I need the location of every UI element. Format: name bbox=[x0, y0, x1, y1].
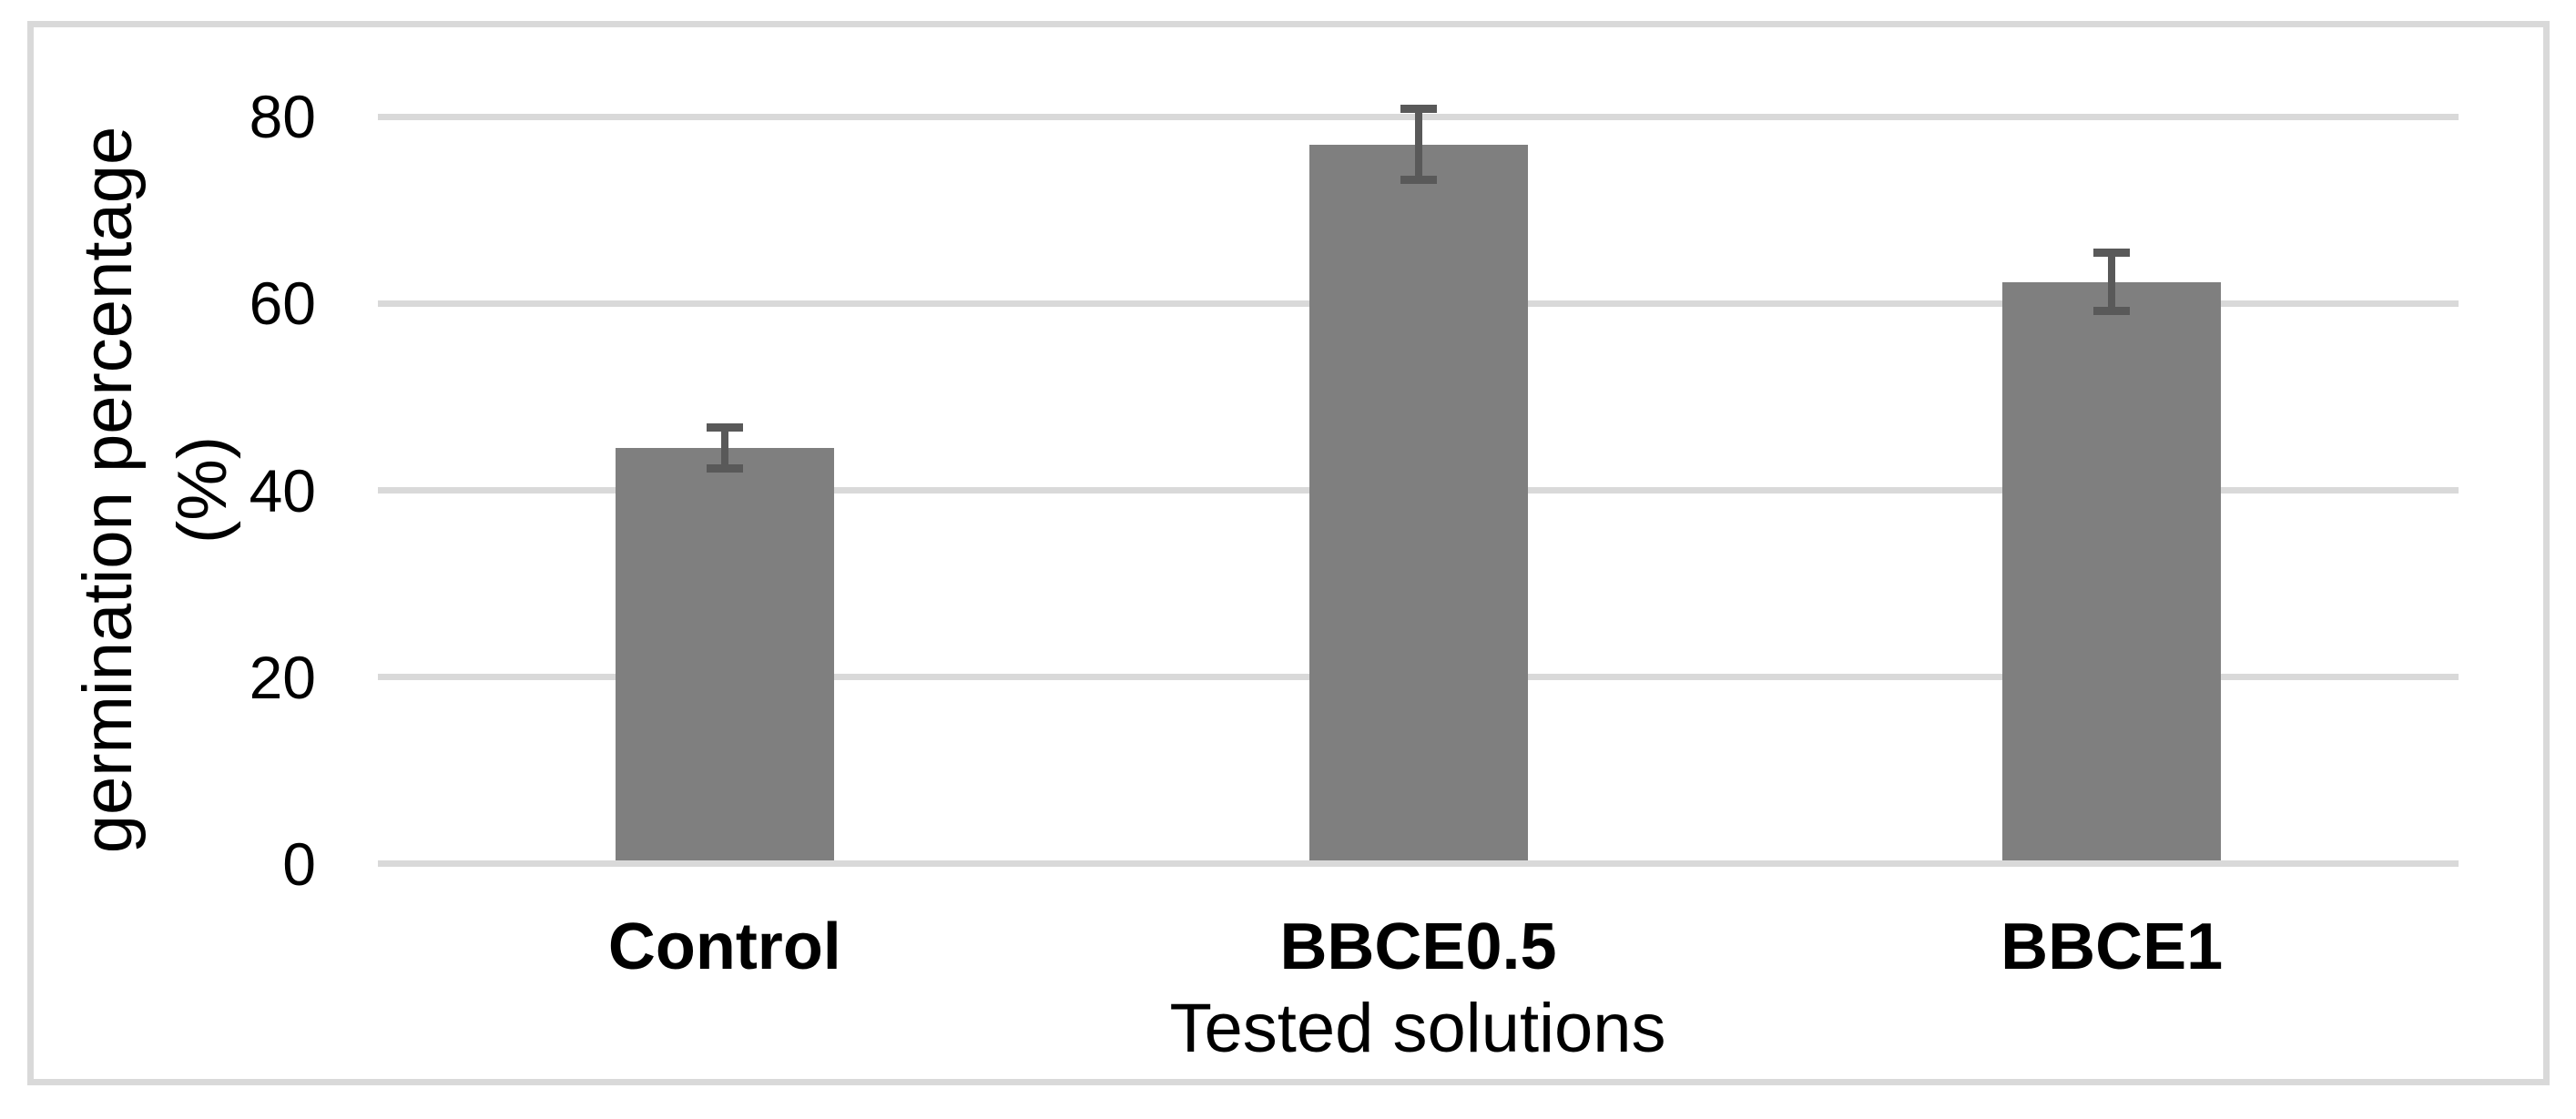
y-tick-label-80: 80 bbox=[249, 83, 316, 150]
error-bar-whisker-BBCE1 bbox=[2108, 252, 2116, 311]
y-tick-label-60: 60 bbox=[249, 270, 316, 338]
error-bar-whisker-BBCE0.5 bbox=[1414, 108, 1422, 180]
error-bar-whisker-Control bbox=[720, 427, 728, 469]
error-bar-cap-bottom-BBCE1 bbox=[2093, 306, 2131, 315]
error-bar-cap-top-BBCE0.5 bbox=[1400, 105, 1437, 114]
error-bar-cap-top-BBCE1 bbox=[2093, 249, 2131, 258]
error-bar-cap-top-Control bbox=[706, 423, 743, 432]
y-tick-label-0: 0 bbox=[282, 830, 316, 898]
bar-Control bbox=[615, 448, 834, 864]
error-bar-cap-bottom-Control bbox=[706, 464, 743, 473]
bar-BBCE0.5 bbox=[1308, 144, 1528, 864]
x-category-label-Control: Control bbox=[607, 910, 841, 983]
x-category-label-BBCE1: BBCE1 bbox=[2001, 910, 2224, 983]
x-category-label-BBCE0.5: BBCE0.5 bbox=[1279, 910, 1557, 983]
x-axis-title: Tested solutions bbox=[1169, 990, 1666, 1067]
chart-frame: germination percentage (%) 0 20 40 60 80 Con… bbox=[27, 21, 2550, 1085]
y-tick-label-20: 20 bbox=[249, 643, 316, 711]
x-axis-line bbox=[378, 860, 2459, 867]
plot-area bbox=[378, 105, 2459, 867]
bar-BBCE1 bbox=[2002, 281, 2222, 864]
error-bar-cap-bottom-BBCE0.5 bbox=[1400, 176, 1437, 185]
y-tick-label-40: 40 bbox=[249, 456, 316, 524]
